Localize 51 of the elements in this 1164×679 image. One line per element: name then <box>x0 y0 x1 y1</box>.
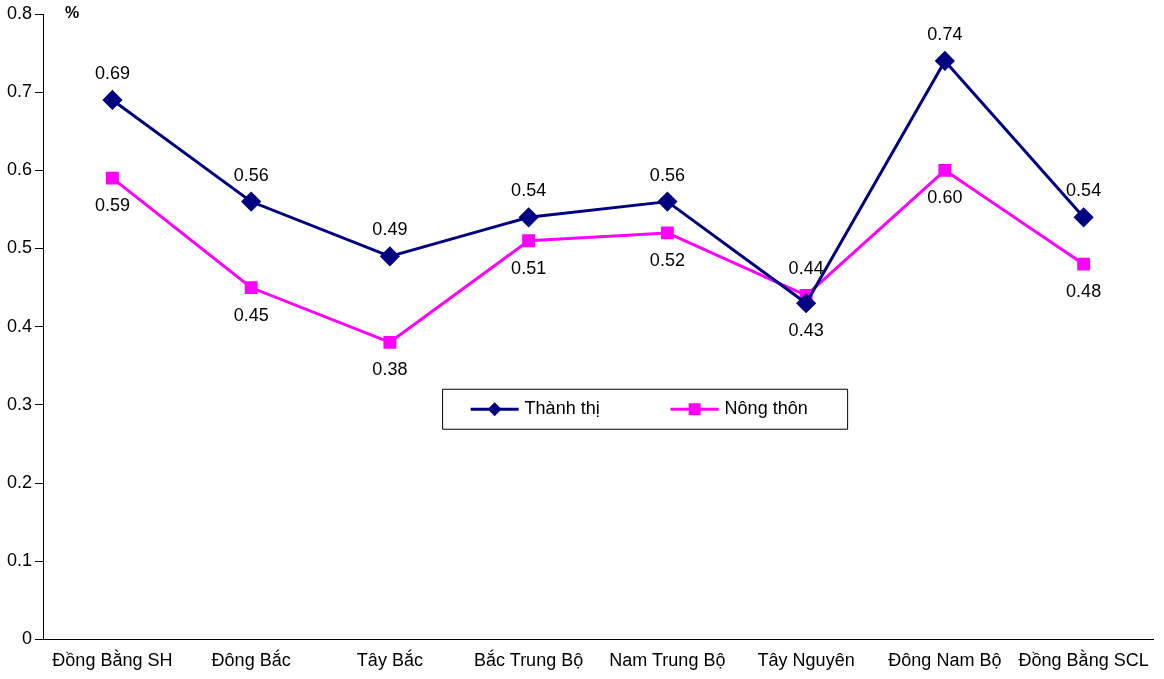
y-tick-label: 0.7 <box>6 81 33 102</box>
data-label: 0.52 <box>649 249 685 270</box>
data-label: 0.43 <box>788 320 824 341</box>
y-tick-label: 0.4 <box>6 315 33 336</box>
point <box>102 90 122 110</box>
x-tick-label: Bắc Trung Bộ <box>474 649 584 671</box>
x-tick-label: Nam Trung Bộ <box>609 650 726 671</box>
y-tick-label: 0.8 <box>6 2 33 23</box>
point <box>796 293 816 313</box>
x-tick-label: Đông Nam Bộ <box>888 650 1002 671</box>
data-label: 0.74 <box>927 23 963 44</box>
data-label: 0.54 <box>1066 180 1102 201</box>
point <box>938 163 952 177</box>
x-tick-label: Đồng Bằng SH <box>52 649 173 671</box>
x-tick-label: Tây Bắc <box>356 649 423 671</box>
y-tick-label: 0.2 <box>6 472 33 493</box>
data-label: 0.54 <box>511 180 547 201</box>
x-tick-label: Đồng Bằng SCL <box>1018 649 1149 671</box>
x-tick-label: Đông Bắc <box>211 649 291 671</box>
data-label: 0.69 <box>94 62 130 83</box>
data-label: 0.59 <box>94 195 130 216</box>
y-tick-label: 0.5 <box>6 237 33 258</box>
y-tick-label: 0.1 <box>6 550 33 571</box>
y-axis-title: % <box>65 4 80 22</box>
data-label: 0.49 <box>372 219 408 240</box>
y-tick-label: 0 <box>22 628 33 649</box>
data-label: 0.44 <box>788 258 824 279</box>
y-tick-label: 0.3 <box>6 393 33 414</box>
legend-label: Nông thôn <box>724 398 808 419</box>
point <box>380 246 400 266</box>
y-tick-label: 0.6 <box>6 159 33 180</box>
point <box>935 51 955 71</box>
point <box>383 335 397 349</box>
data-label: 0.56 <box>233 164 269 185</box>
point <box>244 281 258 295</box>
data-label: 0.60 <box>927 187 963 208</box>
data-label: 0.51 <box>511 257 547 278</box>
point <box>241 192 261 212</box>
point <box>1074 207 1094 227</box>
x-tick-label: Tây Nguyên <box>757 650 855 671</box>
point <box>519 207 539 227</box>
data-label: 0.48 <box>1066 281 1102 302</box>
data-label: 0.45 <box>233 304 269 325</box>
point <box>660 226 674 240</box>
point <box>105 171 119 185</box>
data-label: 0.38 <box>372 359 408 380</box>
point <box>522 234 536 248</box>
point <box>657 192 677 212</box>
data-label: 0.56 <box>649 164 685 185</box>
legend-label: Thành thị <box>524 398 600 419</box>
point <box>1077 257 1091 271</box>
